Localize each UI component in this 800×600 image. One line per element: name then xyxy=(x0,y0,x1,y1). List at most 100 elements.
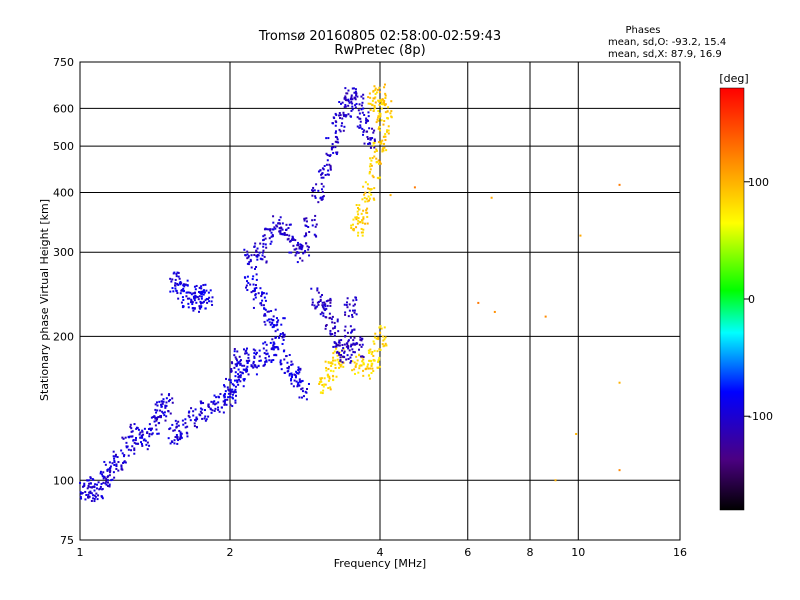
data-point xyxy=(330,146,333,149)
data-point xyxy=(132,439,135,442)
data-point xyxy=(225,403,228,406)
data-point xyxy=(358,343,361,346)
data-point xyxy=(254,296,257,299)
data-point xyxy=(387,106,390,109)
data-point xyxy=(335,141,338,144)
data-point xyxy=(356,125,359,128)
data-point xyxy=(318,382,321,385)
data-point xyxy=(270,347,273,350)
data-point xyxy=(186,297,189,300)
data-point xyxy=(381,150,384,153)
data-point xyxy=(337,361,340,364)
data-point xyxy=(146,441,149,444)
data-point xyxy=(341,122,344,125)
data-point xyxy=(141,444,144,447)
data-point xyxy=(79,491,82,494)
data-point xyxy=(130,430,133,433)
data-point xyxy=(288,372,291,375)
data-point xyxy=(84,490,87,493)
data-point xyxy=(313,233,316,236)
data-point xyxy=(174,287,177,290)
data-point xyxy=(139,431,142,434)
data-point xyxy=(356,222,359,225)
data-point xyxy=(361,222,364,225)
data-point xyxy=(305,398,308,401)
data-point xyxy=(281,336,284,339)
data-point xyxy=(329,362,332,365)
data-point xyxy=(236,380,239,383)
data-point xyxy=(295,380,298,383)
data-point xyxy=(198,305,201,308)
data-point xyxy=(618,469,621,472)
phase-heading: Phases xyxy=(625,25,660,36)
data-point xyxy=(217,408,220,411)
data-point xyxy=(227,388,230,391)
data-point xyxy=(362,185,365,188)
data-point xyxy=(347,340,350,343)
data-point xyxy=(367,115,370,118)
data-point xyxy=(332,370,335,373)
data-point xyxy=(384,94,387,97)
data-point xyxy=(110,479,113,482)
data-point xyxy=(381,343,384,346)
data-point xyxy=(234,399,237,402)
data-point xyxy=(169,290,172,293)
data-point xyxy=(363,113,366,116)
data-point xyxy=(339,356,342,359)
data-point xyxy=(261,258,264,261)
data-point xyxy=(354,296,357,299)
data-point xyxy=(176,271,179,274)
data-point xyxy=(211,303,214,306)
data-point xyxy=(235,365,238,368)
data-point xyxy=(164,406,167,409)
data-point xyxy=(99,472,102,475)
data-point xyxy=(343,114,346,117)
data-point xyxy=(332,327,335,330)
data-point xyxy=(177,424,180,427)
data-point xyxy=(156,404,159,407)
data-point xyxy=(350,97,353,100)
data-point xyxy=(372,370,375,373)
data-point xyxy=(323,301,326,304)
data-point xyxy=(382,123,385,126)
data-point xyxy=(97,494,100,497)
data-point xyxy=(226,386,229,389)
data-point xyxy=(185,291,188,294)
data-point xyxy=(368,127,371,130)
data-point xyxy=(150,416,153,419)
data-point xyxy=(122,437,125,440)
data-point xyxy=(377,336,380,339)
data-point xyxy=(353,303,356,306)
data-point xyxy=(384,138,387,141)
data-point xyxy=(204,415,207,418)
data-point xyxy=(347,104,350,107)
data-point xyxy=(360,231,363,234)
data-point xyxy=(368,352,371,355)
data-point xyxy=(262,342,265,345)
data-point xyxy=(228,395,231,398)
data-point xyxy=(234,394,237,397)
data-point xyxy=(140,443,143,446)
data-point xyxy=(122,455,125,458)
data-point xyxy=(373,146,376,149)
data-point xyxy=(101,473,104,476)
data-point xyxy=(328,377,331,380)
data-point xyxy=(155,428,158,431)
data-point xyxy=(272,215,275,218)
data-point xyxy=(361,198,364,201)
data-point xyxy=(137,428,140,431)
data-point xyxy=(272,315,275,318)
data-point xyxy=(269,323,272,326)
data-point xyxy=(334,140,337,143)
data-point xyxy=(183,285,186,288)
data-point xyxy=(295,370,298,373)
data-point xyxy=(182,284,185,287)
data-point xyxy=(173,429,176,432)
data-point xyxy=(373,85,376,88)
data-point xyxy=(201,301,204,304)
data-point xyxy=(188,410,191,413)
data-point xyxy=(372,144,375,147)
data-point xyxy=(263,314,266,317)
phase-stat-x: mean, sd,X: 87.9, 16.9 xyxy=(608,49,722,60)
data-point xyxy=(324,327,327,330)
